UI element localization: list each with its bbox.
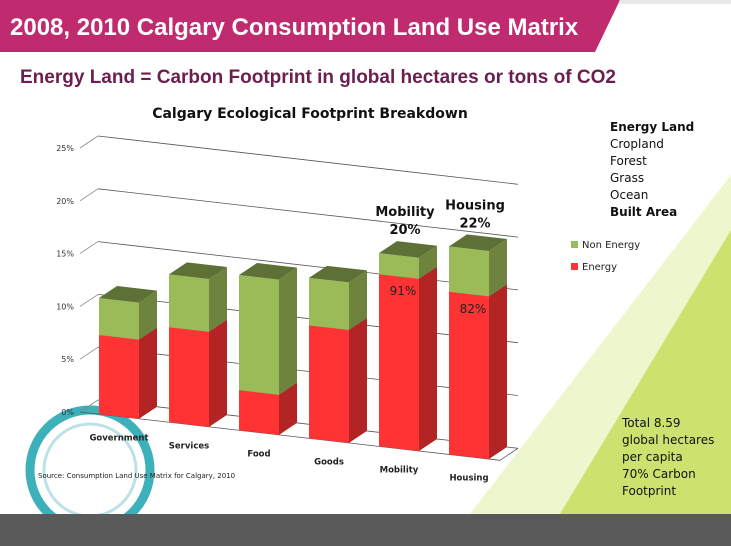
- bar-segment-top: [379, 241, 437, 258]
- gridline-side: [79, 294, 99, 307]
- green-accent-triangle-light: [470, 175, 731, 514]
- y-tick-label: 10%: [56, 302, 74, 311]
- slide-title: 2008, 2010 Calgary Consumption Land Use …: [10, 14, 579, 41]
- bar-segment-side: [139, 327, 157, 419]
- bar-segment-side: [209, 319, 227, 427]
- x-category-label: Housing: [449, 474, 488, 484]
- gridline: [97, 346, 519, 396]
- total-note-line: Total 8.59: [622, 416, 681, 430]
- bar-annotation-label: Mobility: [375, 205, 435, 220]
- x-category-label: Services: [169, 442, 209, 452]
- floor-edge: [499, 447, 519, 461]
- gridline: [97, 188, 519, 238]
- y-tick-label: 20%: [56, 197, 74, 206]
- bar-segment-side: [209, 266, 227, 332]
- floor-edge: [79, 411, 501, 461]
- bottom-bar: [0, 514, 731, 546]
- bar-energy-share: 91%: [390, 284, 417, 298]
- y-tick-label: 15%: [56, 250, 74, 259]
- bar-segment: [309, 277, 349, 330]
- land-type-item: Forest: [610, 154, 647, 168]
- bar-annotation-total: 20%: [389, 223, 420, 238]
- gridline: [97, 241, 519, 291]
- gridline-side: [79, 241, 99, 254]
- bar-segment: [99, 334, 139, 419]
- chart-source: Source: Consumption Land Use Matrix for …: [38, 472, 235, 480]
- bar-segment-side: [419, 266, 437, 451]
- energy-land-heading: Energy Land: [610, 120, 695, 134]
- bar-segment-top: [309, 265, 367, 283]
- green-accent-triangle: [560, 230, 731, 514]
- total-note: Total 8.59 global hectares per capita 70…: [622, 415, 714, 500]
- bar-segment: [239, 390, 279, 435]
- gridline-side: [79, 135, 99, 149]
- built-area-heading: Built Area: [610, 205, 678, 219]
- bar-segment: [169, 274, 209, 332]
- bar-segment-side: [489, 284, 507, 460]
- x-category-label: Food: [247, 450, 270, 460]
- gridline-side: [79, 346, 99, 360]
- chart-title: Calgary Ecological Footprint Breakdown: [152, 106, 468, 122]
- x-category-label: Government: [89, 433, 148, 443]
- bar-segment: [379, 253, 419, 279]
- bar-segment-side: [279, 382, 297, 435]
- gridline: [97, 135, 519, 185]
- y-tick-label: 25%: [56, 144, 74, 153]
- bar-segment-side: [419, 245, 437, 279]
- x-category-label: Goods: [314, 458, 344, 468]
- y-tick-label: 5%: [61, 355, 74, 364]
- legend-swatch: [571, 241, 578, 248]
- bar-segment-side: [139, 290, 157, 340]
- legend-label: Non Energy: [582, 240, 640, 251]
- plot-area: 0% 5% 10% 15% 20% 25% Government Services Food Go…: [56, 135, 640, 484]
- total-note-line: 70% Carbon: [622, 467, 696, 481]
- land-type-item: Cropland: [610, 137, 664, 151]
- gridline-side: [79, 399, 99, 413]
- bar-segment: [379, 274, 419, 451]
- bar-segment-side: [349, 317, 367, 443]
- gridline-side: [79, 188, 99, 202]
- land-type-list: Energy Land Cropland Forest Grass Ocean …: [610, 119, 694, 221]
- land-type-item: Ocean: [610, 188, 649, 202]
- bar-segment: [449, 246, 489, 297]
- total-note-line: Footprint: [622, 484, 677, 498]
- land-type-item: Grass: [610, 171, 645, 185]
- total-note-line: per capita: [622, 450, 683, 464]
- bar-segment: [309, 325, 349, 443]
- bar-segment: [449, 291, 489, 460]
- title-band-stripe: [618, 0, 731, 4]
- gridline: [97, 399, 519, 449]
- bar-segment-top: [239, 263, 297, 280]
- title-band: [0, 0, 731, 52]
- x-category-label: Mobility: [380, 466, 419, 476]
- bar-segment: [99, 298, 139, 340]
- legend-label: Energy: [582, 262, 617, 273]
- bar-annotation-total: 22%: [459, 216, 490, 231]
- bar-segment-side: [489, 239, 507, 297]
- bar-segment-top: [449, 234, 507, 252]
- legend-swatch: [571, 263, 578, 270]
- slide-subtitle: Energy Land = Carbon Footprint in global…: [20, 67, 616, 88]
- y-tick-label: 0%: [61, 408, 74, 417]
- bar-segment-side: [279, 267, 297, 395]
- bar-energy-share: 82%: [460, 302, 487, 316]
- bar-segment: [169, 327, 209, 427]
- bar-segment-top: [169, 262, 227, 279]
- bar-segment: [239, 275, 279, 395]
- gridline: [97, 294, 519, 344]
- total-note-line: global hectares: [622, 433, 715, 447]
- bar-segment-top: [99, 286, 157, 303]
- bar-segment-side: [349, 270, 367, 330]
- bar-annotation-label: Housing: [445, 198, 505, 213]
- title-band-shape: [0, 0, 620, 52]
